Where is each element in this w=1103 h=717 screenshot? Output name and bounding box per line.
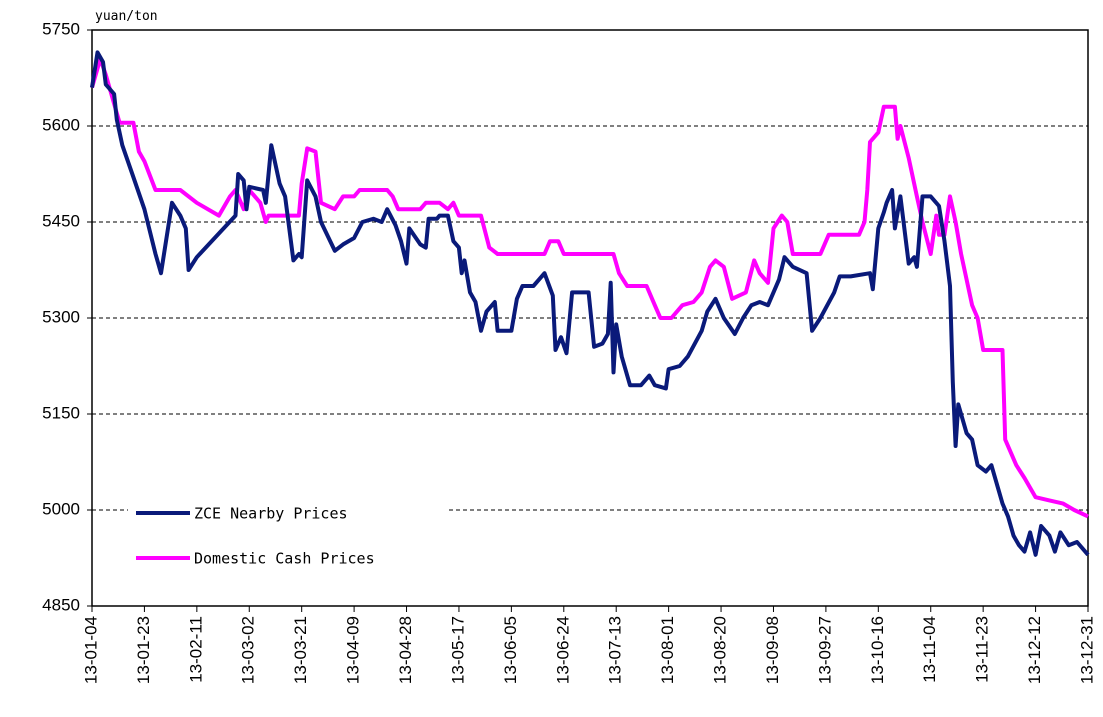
axes: 4850 5000 5150 5300 5450 5600 5750 13-01-04 13-0…: [42, 19, 1096, 684]
legend: ZCE Nearby Prices Domestic Cash Prices: [128, 488, 446, 576]
x-tick-label: 13-08-20: [711, 616, 730, 684]
x-tick-label: 13-01-23: [134, 616, 153, 684]
y-tick-label: 4850: [42, 595, 80, 614]
x-tick-label: 13-05-17: [448, 616, 467, 684]
x-tick-label: 13-11-23: [973, 616, 992, 683]
x-tick-label: 13-04-28: [396, 616, 415, 684]
series-line: [90, 56, 1089, 519]
x-tick-label: 13-09-27: [815, 616, 834, 684]
y-tick-label: 5300: [42, 307, 80, 326]
series-line: [90, 50, 1090, 557]
x-tick-label: 13-12-12: [1025, 616, 1044, 684]
y-unit: yuan/ton: [95, 9, 158, 24]
x-tick-label: 13-02-11: [186, 616, 205, 683]
y-tick-label: 5750: [42, 19, 80, 38]
x-tick-label: 13-09-08: [763, 616, 782, 684]
legend-label: Domestic Cash Prices: [194, 550, 375, 568]
y-tick-label: 5000: [42, 499, 80, 518]
x-tick-label: 13-07-13: [606, 616, 625, 684]
y-tick-label: 5600: [42, 115, 80, 134]
y-tick-label: 5150: [42, 403, 80, 422]
x-tick-label: 13-06-05: [501, 616, 520, 684]
legend-label: ZCE Nearby Prices: [194, 505, 348, 523]
x-tick-label: 13-04-09: [344, 616, 363, 684]
x-tick-label: 13-03-02: [239, 616, 258, 684]
y-tick-label: 5450: [42, 211, 80, 230]
x-tick-label: 13-03-21: [291, 616, 310, 684]
x-tick-label: 13-11-04: [920, 616, 939, 683]
x-tick-label: 13-06-24: [553, 616, 572, 684]
x-tick-label: 13-01-04: [81, 616, 100, 684]
lines: [90, 50, 1090, 557]
x-tick-label: 13-10-16: [868, 616, 887, 684]
x-tick-label: 13-08-01: [658, 616, 677, 684]
legend-box: [128, 488, 446, 576]
x-tick-label: 13-12-31: [1077, 616, 1096, 684]
